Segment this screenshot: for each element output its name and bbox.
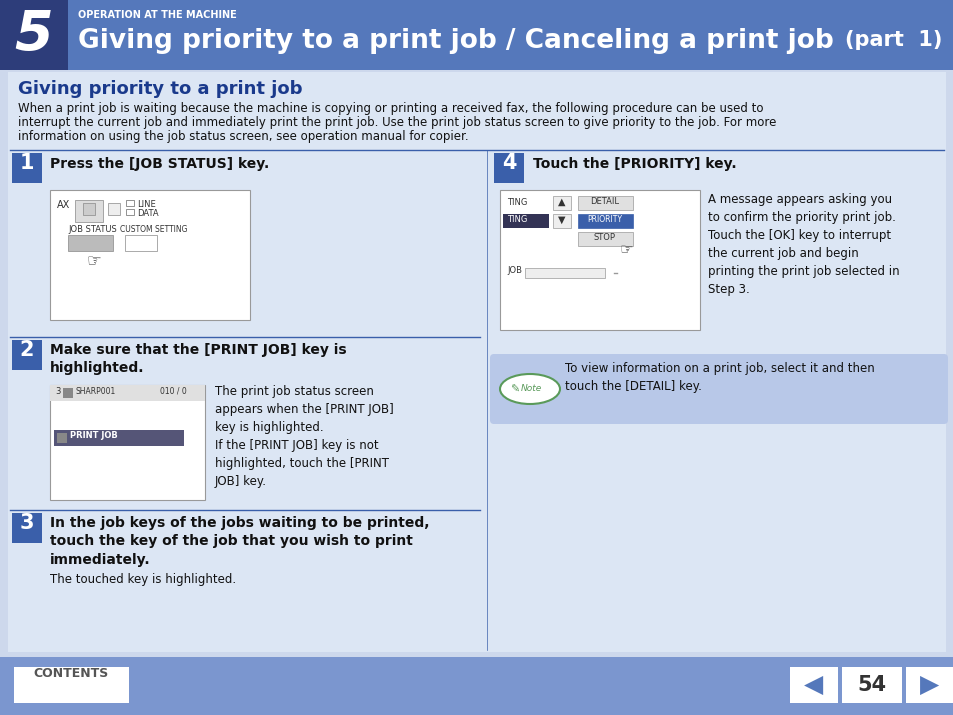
Text: 3: 3 [55, 387, 60, 396]
FancyBboxPatch shape [905, 667, 953, 703]
FancyBboxPatch shape [14, 667, 129, 703]
FancyBboxPatch shape [578, 196, 633, 210]
Text: 4: 4 [501, 153, 516, 173]
FancyBboxPatch shape [578, 214, 633, 228]
Text: Note: Note [520, 384, 541, 393]
Text: 3: 3 [20, 513, 34, 533]
FancyBboxPatch shape [553, 196, 571, 210]
FancyBboxPatch shape [578, 232, 633, 246]
FancyBboxPatch shape [126, 200, 133, 206]
Text: ☞: ☞ [87, 252, 102, 270]
Text: PRIORITY: PRIORITY [587, 215, 622, 224]
Text: Make sure that the [PRINT JOB] key is
highlighted.: Make sure that the [PRINT JOB] key is hi… [50, 343, 346, 375]
Text: CONTENTS: CONTENTS [33, 667, 109, 680]
FancyBboxPatch shape [0, 0, 68, 70]
FancyBboxPatch shape [63, 388, 73, 398]
FancyBboxPatch shape [50, 385, 205, 500]
FancyBboxPatch shape [50, 385, 205, 401]
Text: 010 / 0: 010 / 0 [160, 387, 187, 396]
Text: SHARP001: SHARP001 [76, 387, 116, 396]
Text: LINE: LINE [137, 200, 155, 209]
Text: 54: 54 [857, 675, 885, 695]
Text: JOB: JOB [506, 266, 521, 275]
Text: ▶: ▶ [920, 673, 939, 697]
Text: CUSTOM SETTING: CUSTOM SETTING [120, 225, 188, 234]
Text: TING: TING [506, 198, 527, 207]
Text: DETAIL: DETAIL [590, 197, 618, 206]
Text: Giving priority to a print job: Giving priority to a print job [18, 80, 302, 98]
Text: Giving priority to a print job / Canceling a print job: Giving priority to a print job / Canceli… [78, 28, 833, 54]
FancyBboxPatch shape [68, 235, 112, 251]
FancyBboxPatch shape [75, 200, 103, 222]
Text: 5: 5 [14, 8, 53, 62]
FancyBboxPatch shape [553, 214, 571, 228]
Text: ▲: ▲ [558, 197, 565, 207]
FancyBboxPatch shape [12, 513, 42, 543]
FancyBboxPatch shape [524, 268, 604, 278]
Text: Touch the [PRIORITY] key.: Touch the [PRIORITY] key. [533, 157, 736, 171]
Text: DATA: DATA [137, 209, 158, 218]
FancyBboxPatch shape [494, 153, 523, 183]
Text: A message appears asking you
to confirm the priority print job.
Touch the [OK] k: A message appears asking you to confirm … [707, 193, 899, 296]
Text: ☞: ☞ [619, 242, 633, 257]
FancyBboxPatch shape [0, 0, 953, 70]
Text: Press the [JOB STATUS] key.: Press the [JOB STATUS] key. [50, 157, 269, 171]
Text: TING: TING [506, 215, 527, 224]
Text: When a print job is waiting because the machine is copying or printing a receive: When a print job is waiting because the … [18, 102, 762, 115]
Text: ◀: ◀ [803, 673, 822, 697]
FancyBboxPatch shape [490, 354, 947, 424]
Ellipse shape [499, 374, 559, 404]
FancyBboxPatch shape [499, 190, 700, 330]
FancyBboxPatch shape [0, 657, 953, 715]
Text: 2: 2 [20, 340, 34, 360]
FancyBboxPatch shape [789, 667, 837, 703]
Text: In the job keys of the jobs waiting to be printed,
touch the key of the job that: In the job keys of the jobs waiting to b… [50, 516, 429, 567]
FancyBboxPatch shape [83, 203, 95, 215]
Text: 1: 1 [20, 153, 34, 173]
Text: The touched key is highlighted.: The touched key is highlighted. [50, 573, 236, 586]
Text: To view information on a print job, select it and then
touch the [DETAIL] key.: To view information on a print job, sele… [564, 362, 874, 393]
Text: interrupt the current job and immediately print the print job. Use the print job: interrupt the current job and immediatel… [18, 116, 776, 129]
Text: (part  1): (part 1) [844, 30, 942, 50]
Text: AX: AX [57, 200, 71, 210]
FancyBboxPatch shape [502, 214, 548, 228]
Text: PRINT JOB: PRINT JOB [70, 431, 117, 440]
FancyBboxPatch shape [50, 190, 250, 320]
Text: JOB STATUS: JOB STATUS [68, 225, 116, 234]
Text: STOP: STOP [594, 233, 616, 242]
FancyBboxPatch shape [12, 153, 42, 183]
FancyBboxPatch shape [841, 667, 901, 703]
Text: ✎: ✎ [510, 385, 518, 395]
Text: OPERATION AT THE MACHINE: OPERATION AT THE MACHINE [78, 10, 236, 20]
Text: information on using the job status screen, see operation manual for copier.: information on using the job status scre… [18, 130, 468, 143]
FancyBboxPatch shape [8, 72, 945, 652]
FancyBboxPatch shape [12, 340, 42, 370]
FancyBboxPatch shape [125, 235, 157, 251]
FancyBboxPatch shape [126, 209, 133, 215]
FancyBboxPatch shape [57, 433, 67, 443]
Text: The print job status screen
appears when the [PRINT JOB]
key is highlighted.
If : The print job status screen appears when… [214, 385, 394, 488]
Text: ▼: ▼ [558, 215, 565, 225]
FancyBboxPatch shape [54, 430, 184, 446]
FancyBboxPatch shape [108, 203, 120, 215]
